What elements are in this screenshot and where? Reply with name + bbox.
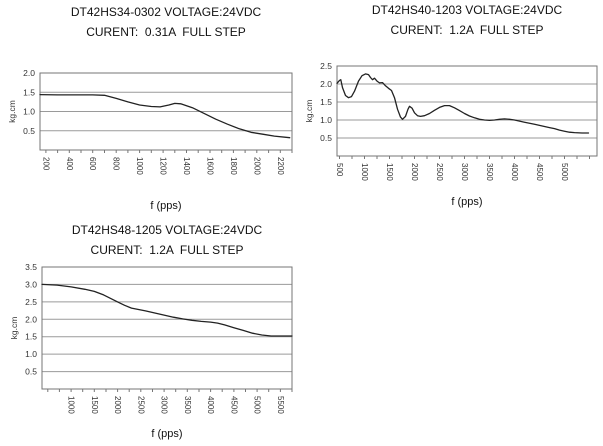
x-tick-label: 4000 bbox=[510, 163, 519, 181]
x-tick-label: 1400 bbox=[182, 157, 191, 175]
y-tick-label: 2.5 bbox=[320, 61, 332, 71]
chart-panel-dt42hs48: DT42HS48-1205 VOLTAGE:24VDC CURENT: 1.2A… bbox=[8, 222, 300, 446]
torque-frequency-plot: 2.0 1.5 1.0 0.5 200 400 600 800 1000 1200 1400 1600… bbox=[7, 68, 293, 212]
chart-title: DT42HS48-1205 VOLTAGE:24VDC bbox=[71, 223, 263, 237]
chart-title-block: DT42HS34-0302 VOLTAGE:24VDC CURENT: 0.31… bbox=[40, 4, 292, 41]
x-tick-label: 1000 bbox=[135, 157, 144, 175]
chart-title-block: DT42HS48-1205 VOLTAGE:24VDC CURENT: 1.2A… bbox=[42, 222, 292, 259]
x-tick-label: 2500 bbox=[136, 396, 145, 414]
y-tick-label: 0.5 bbox=[23, 126, 35, 136]
torque-frequency-plot: 2.5 2.0 1.5 1.0 0.5 500 1000 1500 2000 2500 3000 35… bbox=[304, 61, 598, 208]
y-tick-label: 1.0 bbox=[25, 349, 37, 359]
x-tick-label: 1000 bbox=[360, 163, 369, 181]
chart-title-block: DT42HS40-1203 VOLTAGE:24VDC CURENT: 1.2A… bbox=[337, 2, 597, 39]
x-tick-label: 1500 bbox=[90, 396, 99, 414]
y-axis-title: kg.cm bbox=[7, 100, 17, 123]
x-tick-label: 3500 bbox=[485, 163, 494, 181]
x-tick-label: 600 bbox=[88, 157, 97, 171]
y-tick-label: 1.5 bbox=[23, 87, 35, 97]
x-tick-label: 3500 bbox=[183, 396, 192, 414]
torque-curve bbox=[39, 93, 291, 139]
y-tick-label: 2.0 bbox=[320, 79, 332, 89]
x-tick-label: 1800 bbox=[229, 157, 238, 175]
y-tick-label: 1.0 bbox=[320, 115, 332, 125]
plot-border bbox=[41, 266, 293, 390]
x-tick-label: 1500 bbox=[385, 163, 394, 181]
x-tick-label: 1200 bbox=[159, 157, 168, 175]
x-tick-label: 400 bbox=[65, 157, 74, 171]
x-tick-label: 4000 bbox=[206, 396, 215, 414]
y-tick-label: 1.0 bbox=[23, 107, 35, 117]
y-tick-label: 2.0 bbox=[25, 314, 37, 324]
y-axis-title: kg.cm bbox=[304, 100, 314, 123]
chart-title: DT42HS40-1203 VOLTAGE:24VDC bbox=[371, 3, 563, 17]
x-tick-label: 2000 bbox=[252, 157, 261, 175]
x-tick-label: 2500 bbox=[435, 163, 444, 181]
x-tick-label: 3000 bbox=[460, 163, 469, 181]
x-tick-label: 1600 bbox=[206, 157, 215, 175]
torque-curve bbox=[336, 73, 590, 134]
x-tick-label: 500 bbox=[335, 163, 344, 177]
x-tick-label: 800 bbox=[112, 157, 121, 171]
x-tick-label: 2200 bbox=[276, 157, 285, 175]
plot-border bbox=[39, 72, 293, 151]
y-tick-label: 2.5 bbox=[25, 297, 37, 307]
y-tick-label: 1.5 bbox=[320, 97, 332, 107]
x-tick-label: 2000 bbox=[113, 396, 122, 414]
torque-curve bbox=[41, 283, 293, 337]
plot-border bbox=[336, 65, 598, 157]
torque-frequency-plot: 3.5 3.0 2.5 2.0 1.5 1.0 0.5 1000 1500 2000 2500 300… bbox=[9, 262, 293, 440]
y-tick-label: 3.0 bbox=[25, 279, 37, 289]
y-tick-label: 2.0 bbox=[23, 68, 35, 78]
chart-subtitle: CURENT: 1.2A FULL STEP bbox=[390, 23, 544, 37]
x-tick-label: 2000 bbox=[410, 163, 419, 181]
chart-subtitle: CURENT: 1.2A FULL STEP bbox=[90, 243, 244, 257]
x-tick-label: 4500 bbox=[229, 396, 238, 414]
x-axis-title: f (pps) bbox=[150, 200, 181, 212]
chart-title: DT42HS34-0302 VOLTAGE:24VDC bbox=[70, 5, 262, 19]
x-tick-label: 5500 bbox=[276, 396, 285, 414]
y-tick-label: 0.5 bbox=[320, 133, 332, 143]
chart-panel-dt42hs40: DT42HS40-1203 VOLTAGE:24VDC CURENT: 1.2A… bbox=[303, 2, 603, 211]
x-tick-label: 3000 bbox=[160, 396, 169, 414]
x-tick-label: 4500 bbox=[535, 163, 544, 181]
x-tick-label: 200 bbox=[41, 157, 50, 171]
y-tick-label: 0.5 bbox=[25, 367, 37, 377]
chart-panel-dt42hs34: DT42HS34-0302 VOLTAGE:24VDC CURENT: 0.31… bbox=[6, 4, 298, 215]
chart-subtitle: CURENT: 0.31A FULL STEP bbox=[86, 25, 246, 39]
y-tick-label: 1.5 bbox=[25, 332, 37, 342]
x-axis-title: f (pps) bbox=[451, 196, 482, 208]
x-axis-title: f (pps) bbox=[151, 428, 182, 440]
x-tick-label: 1000 bbox=[67, 396, 76, 414]
x-tick-label: 5000 bbox=[560, 163, 569, 181]
y-tick-label: 3.5 bbox=[25, 262, 37, 272]
y-axis-title: kg.cm bbox=[9, 317, 19, 340]
x-tick-label: 5000 bbox=[253, 396, 262, 414]
